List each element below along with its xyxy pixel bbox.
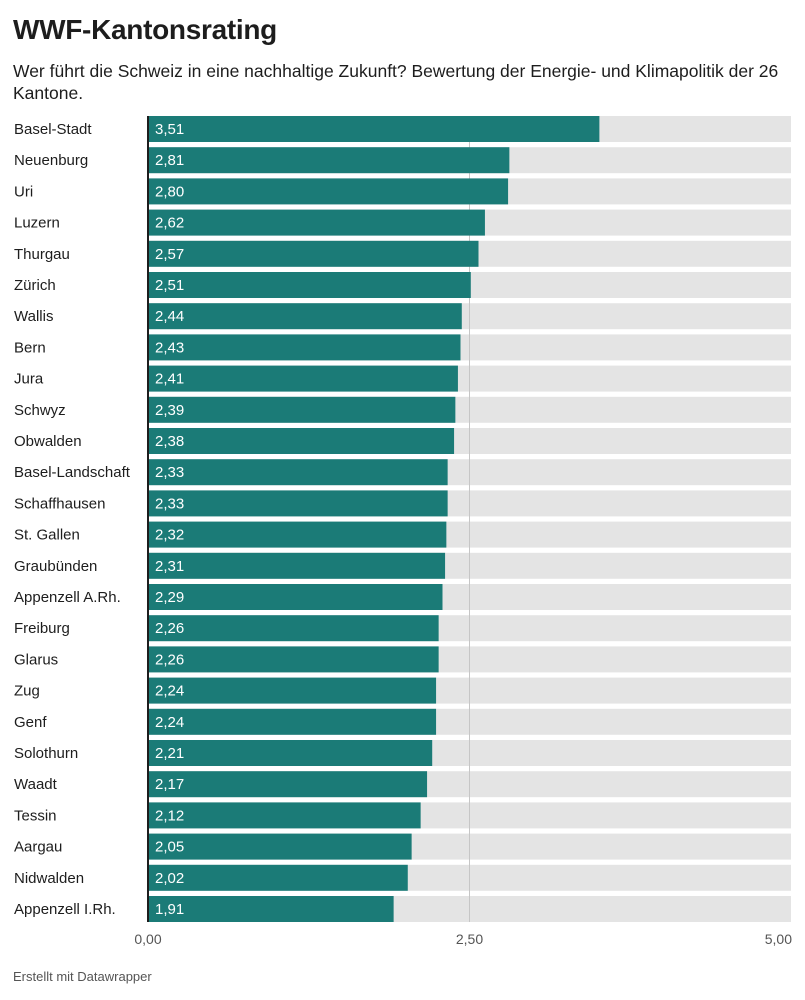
category-label: Tessin <box>14 807 57 824</box>
value-label: 2,26 <box>155 620 184 637</box>
value-label: 2,12 <box>155 807 184 824</box>
bar <box>148 646 439 673</box>
value-label: 2,31 <box>155 558 184 575</box>
category-label: Zug <box>14 683 40 700</box>
category-label: Zürich <box>14 277 56 294</box>
value-label: 2,41 <box>155 371 184 388</box>
value-label: 2,62 <box>155 215 184 232</box>
bar <box>148 459 448 486</box>
category-label: Luzern <box>14 215 60 232</box>
category-label: Uri <box>14 183 33 200</box>
category-label: St. Gallen <box>14 527 80 544</box>
category-label: Glarus <box>14 651 58 668</box>
value-label: 2,05 <box>155 839 184 856</box>
bar <box>148 396 456 423</box>
bar <box>148 147 510 174</box>
value-label: 2,21 <box>155 745 184 762</box>
bar <box>148 178 509 205</box>
bar <box>148 771 428 798</box>
bar <box>148 209 485 236</box>
category-label: Schaffhausen <box>14 495 105 512</box>
value-label: 2,51 <box>155 277 184 294</box>
value-label: 2,80 <box>155 183 184 200</box>
category-label: Genf <box>14 714 47 731</box>
category-label: Thurgau <box>14 246 70 263</box>
value-label: 2,57 <box>155 246 184 263</box>
credit-footer: Erstellt mit Datawrapper <box>13 969 152 984</box>
value-label: 2,26 <box>155 651 184 668</box>
chart-title: WWF-Kantonsrating <box>13 14 277 45</box>
category-label: Solothurn <box>14 745 78 762</box>
value-label: 2,33 <box>155 464 184 481</box>
value-label: 3,51 <box>155 121 184 138</box>
value-label: 2,24 <box>155 683 184 700</box>
category-label: Basel-Stadt <box>14 121 92 138</box>
bar <box>148 864 408 891</box>
chart-subtitle: Wer führt die Schweiz in eine nachhaltig… <box>13 61 779 103</box>
bar <box>148 334 461 361</box>
value-label: 2,24 <box>155 714 184 731</box>
bar <box>148 615 439 642</box>
bar <box>148 303 462 330</box>
bar <box>148 240 479 267</box>
category-label: Schwyz <box>14 402 66 419</box>
value-label: 2,32 <box>155 527 184 544</box>
category-label: Freiburg <box>14 620 70 637</box>
value-label: 2,33 <box>155 495 184 512</box>
bar <box>148 521 447 548</box>
bar <box>148 833 412 860</box>
category-label: Obwalden <box>14 433 82 450</box>
category-label: Appenzell A.Rh. <box>14 589 121 606</box>
x-tick-label: 5,00 <box>765 931 792 947</box>
bar <box>148 584 443 610</box>
category-label: Appenzell I.Rh. <box>14 901 116 918</box>
value-label: 2,17 <box>155 776 184 793</box>
category-label: Basel-Landschaft <box>14 464 131 481</box>
bar <box>148 552 446 579</box>
category-label: Graubünden <box>14 558 97 575</box>
category-label: Aargau <box>14 839 62 856</box>
bar <box>148 116 600 142</box>
bar <box>148 896 394 922</box>
value-label: 2,43 <box>155 339 184 356</box>
category-label: Jura <box>14 371 44 388</box>
x-tick-label: 0,00 <box>134 931 161 947</box>
category-label: Nidwalden <box>14 870 84 887</box>
bar <box>148 272 471 298</box>
value-label: 2,81 <box>155 152 184 169</box>
category-label: Bern <box>14 339 46 356</box>
value-label: 2,38 <box>155 433 184 450</box>
bar <box>148 365 458 392</box>
category-label: Neuenburg <box>14 152 88 169</box>
category-label: Wallis <box>14 308 53 325</box>
value-label: 2,02 <box>155 870 184 887</box>
x-tick-label: 2,50 <box>456 931 483 947</box>
value-label: 2,44 <box>155 308 184 325</box>
bar <box>148 708 437 735</box>
bar <box>148 740 433 766</box>
value-label: 2,39 <box>155 402 184 419</box>
category-label: Waadt <box>14 776 58 793</box>
bar <box>148 802 421 829</box>
value-label: 1,91 <box>155 901 184 918</box>
value-label: 2,29 <box>155 589 184 606</box>
bar <box>148 428 455 454</box>
bar <box>148 490 448 517</box>
bar <box>148 677 437 704</box>
